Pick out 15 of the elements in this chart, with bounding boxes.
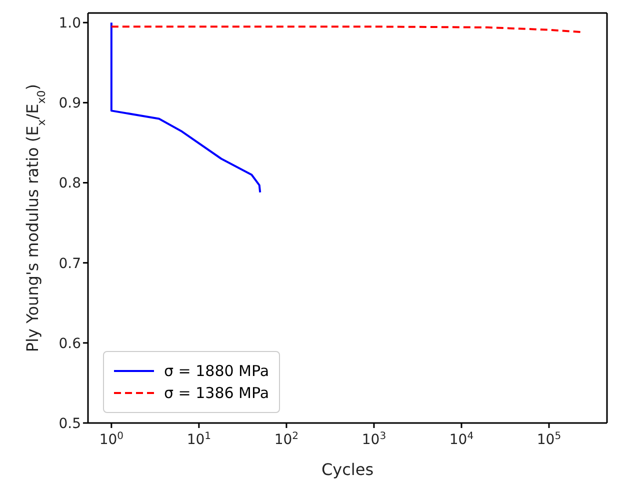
y-tick-label: 0.5 (58, 416, 81, 432)
legend-label: σ = 1386 MPa (164, 384, 270, 402)
x-axis-title: Cycles (321, 460, 374, 479)
x-tick-label: 10$^{5}$ (536, 430, 562, 448)
y-tick-label: 0.9 (58, 96, 81, 112)
x-tick-label: 10$^{2}$ (274, 430, 299, 448)
legend-label: σ = 1880 MPa (164, 362, 270, 380)
y-tick-label: 0.7 (58, 256, 81, 272)
y-tick-label: 0.6 (58, 336, 82, 352)
y-tick-label: 1.0 (58, 16, 81, 32)
x-tick-label: 10$^{0}$ (99, 430, 124, 448)
y-tick-label: 0.8 (58, 176, 81, 192)
x-tick-label: 10$^{3}$ (362, 430, 386, 448)
x-tick-label: 10$^{1}$ (186, 430, 212, 448)
x-tick-label: 10$^{4}$ (449, 430, 474, 448)
